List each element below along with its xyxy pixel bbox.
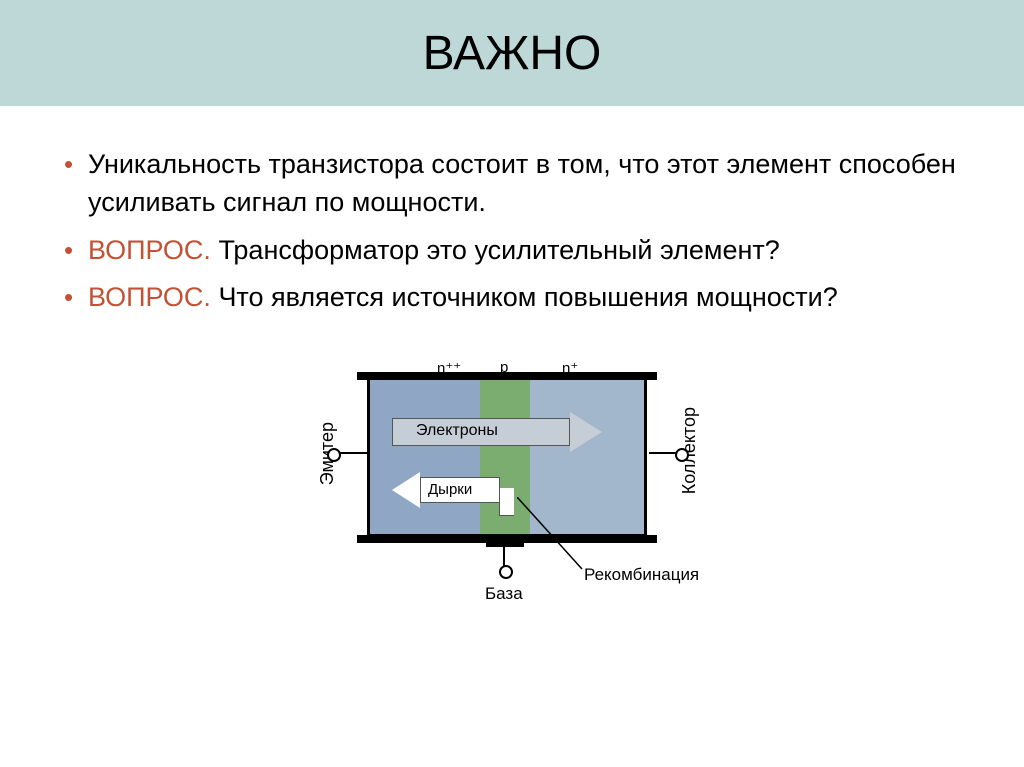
- bullet-item: Уникальность транзистора состоит в том, …: [60, 146, 964, 222]
- holes-label: Дырки: [428, 481, 472, 498]
- electrons-label: Электроны: [416, 422, 498, 440]
- question-label: ВОПРОС.: [88, 235, 211, 265]
- bullet-item: ВОПРОС. Что является источником повышени…: [60, 279, 964, 317]
- question-text: Что является источником повышения мощнос…: [211, 282, 838, 312]
- arrow-head: [570, 412, 602, 452]
- emitter-doping-label: n⁺⁺: [437, 359, 461, 377]
- bullet-text: Уникальность транзистора состоит в том, …: [88, 149, 956, 217]
- collector-doping-label: n⁺: [562, 359, 578, 377]
- bullet-text: ВОПРОС. Трансформатор это усилительный э…: [88, 235, 780, 265]
- arrow-tail: [499, 488, 514, 516]
- base-doping-label: p: [500, 359, 508, 376]
- question-text: Трансформатор это усилительный элемент?: [211, 235, 780, 265]
- bullet-item: ВОПРОС. Трансформатор это усилительный э…: [60, 232, 964, 270]
- slide-content: Уникальность транзистора состоит в том, …: [0, 106, 1024, 667]
- base-terminal-label: База: [485, 584, 523, 604]
- slide-header: ВАЖНО: [0, 0, 1024, 106]
- base-terminal: [503, 544, 505, 574]
- bullet-list: Уникальность транзистора состоит в том, …: [60, 146, 964, 317]
- emitter-region: [370, 380, 480, 534]
- slide-title: ВАЖНО: [423, 26, 602, 81]
- holes-arrow: Дырки: [392, 472, 522, 508]
- question-label: ВОПРОС.: [88, 282, 211, 312]
- electrons-arrow: Электроны: [392, 412, 602, 452]
- bullet-text: ВОПРОС. Что является источником повышени…: [88, 282, 838, 312]
- arrow-head: [392, 472, 420, 508]
- recombination-pointer: [517, 497, 607, 572]
- emitter-terminal: [332, 452, 367, 454]
- collector-terminal: [649, 452, 684, 454]
- transistor-diagram: n⁺⁺ p n⁺ Эмитер Коллектор База Рекомбина…: [272, 347, 752, 647]
